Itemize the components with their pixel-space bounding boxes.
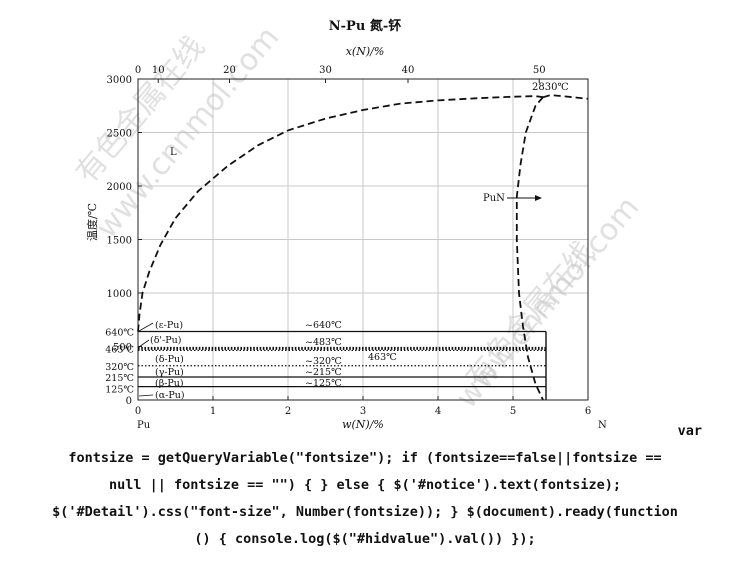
x-tick-label: 6	[585, 406, 591, 417]
x-tick-label: 2	[285, 406, 291, 417]
top-tick-label: 40	[402, 65, 415, 76]
temp-640: ~640℃	[305, 320, 342, 331]
x-tick-label: 0	[135, 406, 141, 417]
temp-463: 463℃	[368, 352, 397, 363]
label-max-temp: 2830℃	[532, 82, 569, 93]
top-axis-label: x(N)/%	[346, 45, 385, 58]
y-tick-label: 3000	[107, 75, 132, 86]
y-axis-label: 温度/℃	[85, 203, 99, 241]
y-tick-label: 1500	[107, 236, 132, 247]
phase-leader-alpha	[138, 394, 154, 397]
y-tick-label: 2500	[107, 129, 132, 140]
x-tick-label: 3	[360, 406, 366, 417]
x-axis-label: w(N)/%	[342, 418, 384, 430]
series-line-1	[515, 96, 544, 401]
code-line-5: () { console.log($("#hidvalue").val()) }…	[194, 531, 536, 547]
phase-beta: (β-Pu)	[155, 378, 184, 389]
isotherm-lines	[138, 330, 547, 400]
y-axis-ticks: 0 500 1000 1500 2000 2500 3000	[107, 75, 142, 407]
top-tick-label: 20	[223, 65, 236, 76]
phase-delta-prime: (δ'-Pu)	[150, 335, 181, 346]
code-line-1: var	[677, 423, 702, 439]
special-y-label: 125℃	[105, 385, 134, 396]
y-tick-label: 2000	[107, 182, 132, 193]
code-line-3: null || fontsize == "") { } else { $('#n…	[108, 477, 622, 493]
phase-diagram: 有色金属在线 www.cnnmol.com 有色金属在线 www.cnnmol.…	[69, 18, 646, 430]
top-tick-label: 10	[152, 65, 165, 76]
series-line-2	[542, 94, 589, 100]
top-tick-label: 30	[319, 65, 332, 76]
series-line-0	[137, 95, 544, 332]
label-liquid: L	[170, 147, 177, 158]
y-tick-label: 500	[113, 343, 132, 354]
x-axis-ticks: 0 1 2 3 4 5 6	[135, 396, 591, 417]
x-end-label-right: N	[598, 420, 607, 430]
y-tick-label: 1000	[107, 289, 132, 300]
phase-leader-epsilon	[138, 322, 154, 332]
special-y-label: 215℃	[105, 373, 134, 384]
special-y-label: 320℃	[105, 362, 134, 373]
top-tick-label: 0	[135, 65, 141, 76]
phase-boundaries	[137, 94, 589, 401]
x-tick-label: 5	[510, 406, 516, 417]
grid	[138, 79, 588, 400]
top-tick-label: 50	[533, 65, 546, 76]
phase-delta: (δ-Pu)	[155, 354, 184, 365]
phase-epsilon: (ε-Pu)	[155, 320, 183, 331]
temp-483: ~483℃	[305, 337, 342, 348]
x-tick-label: 4	[435, 406, 441, 417]
x-end-label-left: Pu	[137, 420, 151, 430]
special-y-label: 463℃	[105, 344, 134, 355]
label-pun: PuN	[483, 193, 505, 204]
special-y-label: 640℃	[105, 328, 134, 339]
phase-leader-delta-prime	[138, 339, 150, 348]
chart-title: N-Pu 氮-钚	[329, 18, 401, 34]
phase-gamma: (γ-Pu)	[155, 367, 184, 378]
code-line-2: fontsize = getQueryVariable("fontsize");…	[68, 450, 662, 466]
x-tick-label: 1	[210, 406, 216, 417]
temp-215: ~215℃	[305, 367, 342, 378]
top-axis-ticks: 0 10 20 30 40 50	[135, 65, 546, 83]
temp-320: ~320℃	[305, 356, 342, 367]
pun-arrow-head	[535, 195, 542, 201]
temp-125: ~125℃	[305, 378, 342, 389]
code-line-4: $('#Detail').css("font-size", Number(fon…	[52, 504, 678, 520]
y-tick-label: 0	[126, 396, 132, 407]
phase-alpha: (α-Pu)	[155, 390, 185, 401]
code-text-block: var fontsize = getQueryVariable("fontsiz…	[0, 418, 730, 568]
